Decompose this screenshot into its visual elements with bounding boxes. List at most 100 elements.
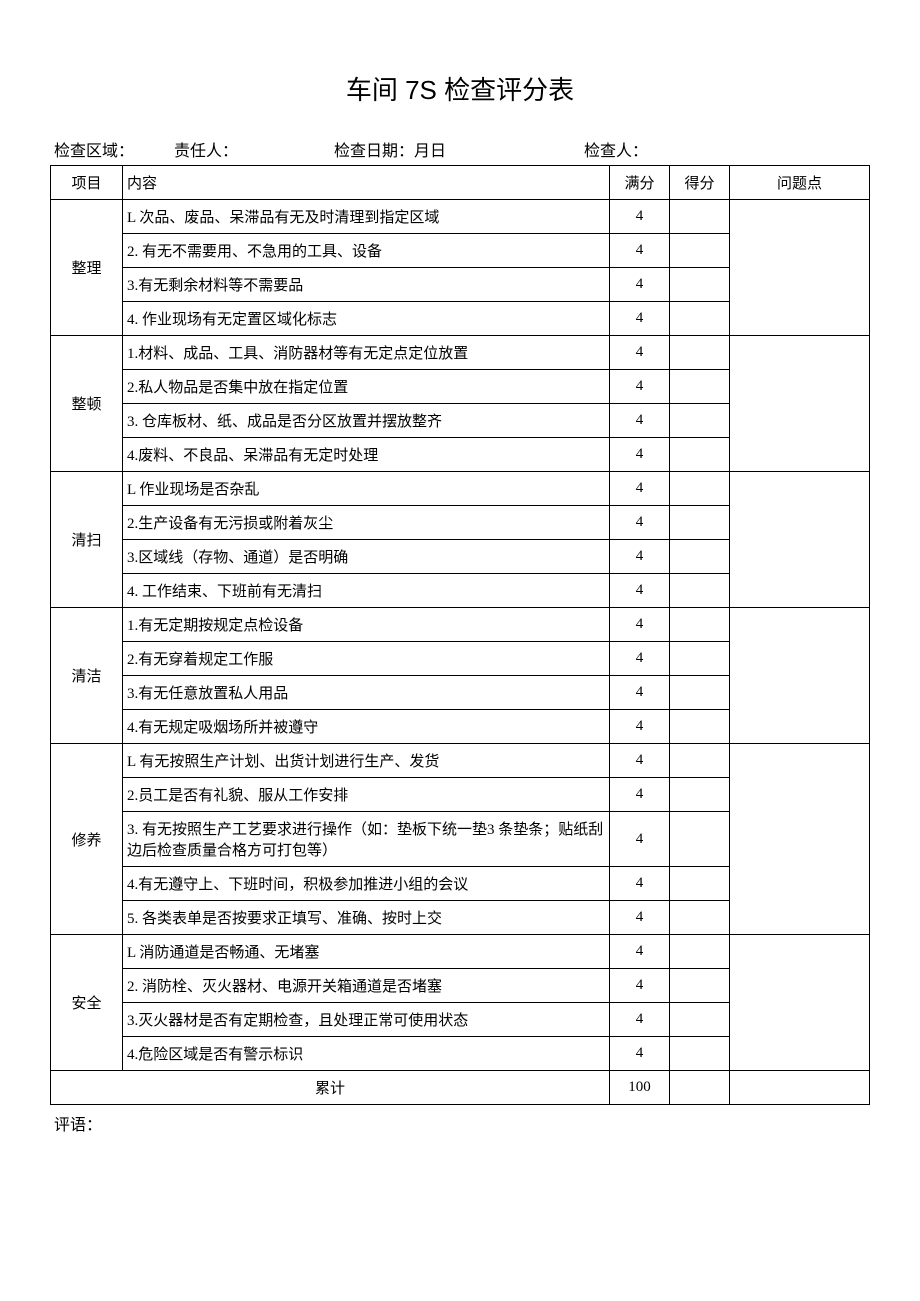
meta-person-label: 责任人：	[174, 137, 334, 161]
page-title: 车间 7S 检查评分表	[50, 70, 870, 107]
score-cell	[670, 744, 730, 778]
full-score-cell: 4	[610, 234, 670, 268]
table-row: 整理L 次品、废品、呆滞品有无及时清理到指定区域4	[51, 200, 870, 234]
content-cell: 2. 消防栓、灭火器材、电源开关箱通道是否堵塞	[123, 969, 610, 1003]
table-row: 安全L 消防通道是否畅通、无堵塞4	[51, 935, 870, 969]
full-score-cell: 4	[610, 901, 670, 935]
issue-cell	[730, 935, 870, 1071]
footer-comment-label: 评语：	[50, 1111, 870, 1135]
issue-cell	[730, 744, 870, 935]
full-score-cell: 4	[610, 336, 670, 370]
content-cell: 4.有无规定吸烟场所并被遵守	[123, 710, 610, 744]
full-score-cell: 4	[610, 778, 670, 812]
content-cell: 4. 工作结束、下班前有无清扫	[123, 574, 610, 608]
full-score-cell: 4	[610, 867, 670, 901]
total-score-cell	[670, 1071, 730, 1105]
content-cell: 3.区域线（存物、通道）是否明确	[123, 540, 610, 574]
table-header-row: 项目 内容 满分 得分 问题点	[51, 166, 870, 200]
category-cell: 整理	[51, 200, 123, 336]
category-cell: 安全	[51, 935, 123, 1071]
content-cell: 4. 作业现场有无定置区域化标志	[123, 302, 610, 336]
full-score-cell: 4	[610, 472, 670, 506]
score-cell	[670, 404, 730, 438]
category-cell: 修养	[51, 744, 123, 935]
score-cell	[670, 710, 730, 744]
score-cell	[670, 867, 730, 901]
content-cell: 1.材料、成品、工具、消防器材等有无定点定位放置	[123, 336, 610, 370]
full-score-cell: 4	[610, 608, 670, 642]
full-score-cell: 4	[610, 676, 670, 710]
full-score-cell: 4	[610, 969, 670, 1003]
score-cell	[670, 336, 730, 370]
content-cell: 2.有无穿着规定工作服	[123, 642, 610, 676]
score-cell	[670, 935, 730, 969]
score-cell	[670, 268, 730, 302]
content-cell: 4.有无遵守上、下班时间，积极参加推进小组的会议	[123, 867, 610, 901]
header-full: 满分	[610, 166, 670, 200]
total-value-cell: 100	[610, 1071, 670, 1105]
table-row: 修养L 有无按照生产计划、出货计划进行生产、发货4	[51, 744, 870, 778]
score-cell	[670, 812, 730, 867]
score-cell	[670, 506, 730, 540]
content-cell: 4.废料、不良品、呆滞品有无定时处理	[123, 438, 610, 472]
table-row: 清扫L 作业现场是否杂乱4	[51, 472, 870, 506]
score-cell	[670, 778, 730, 812]
score-cell	[670, 1003, 730, 1037]
full-score-cell: 4	[610, 1037, 670, 1071]
header-content: 内容	[123, 166, 610, 200]
category-cell: 清洁	[51, 608, 123, 744]
full-score-cell: 4	[610, 812, 670, 867]
category-cell: 整顿	[51, 336, 123, 472]
full-score-cell: 4	[610, 642, 670, 676]
full-score-cell: 4	[610, 935, 670, 969]
content-cell: L 有无按照生产计划、出货计划进行生产、发货	[123, 744, 610, 778]
full-score-cell: 4	[610, 200, 670, 234]
content-cell: 5. 各类表单是否按要求正填写、准确、按时上交	[123, 901, 610, 935]
score-cell	[670, 608, 730, 642]
score-cell	[670, 574, 730, 608]
full-score-cell: 4	[610, 710, 670, 744]
issue-cell	[730, 472, 870, 608]
full-score-cell: 4	[610, 574, 670, 608]
table-row: 整顿1.材料、成品、工具、消防器材等有无定点定位放置4	[51, 336, 870, 370]
issue-cell	[730, 608, 870, 744]
score-cell	[670, 969, 730, 1003]
meta-date-label: 检查日期：月日	[334, 137, 584, 161]
full-score-cell: 4	[610, 370, 670, 404]
full-score-cell: 4	[610, 302, 670, 336]
score-cell	[670, 438, 730, 472]
score-cell	[670, 370, 730, 404]
content-cell: 2. 有无不需要用、不急用的工具、设备	[123, 234, 610, 268]
content-cell: L 消防通道是否畅通、无堵塞	[123, 935, 610, 969]
score-cell	[670, 676, 730, 710]
meta-row: 检查区域： 责任人： 检查日期：月日 检查人：	[50, 137, 870, 161]
full-score-cell: 4	[610, 744, 670, 778]
score-cell	[670, 472, 730, 506]
score-cell	[670, 234, 730, 268]
content-cell: 2.私人物品是否集中放在指定位置	[123, 370, 610, 404]
score-cell	[670, 200, 730, 234]
content-cell: 3. 仓库板材、纸、成品是否分区放置并摆放整齐	[123, 404, 610, 438]
meta-area-label: 检查区域：	[54, 137, 174, 161]
content-cell: 4.危险区域是否有警示标识	[123, 1037, 610, 1071]
table-row: 清洁1.有无定期按规定点检设备4	[51, 608, 870, 642]
total-issue-cell	[730, 1071, 870, 1105]
full-score-cell: 4	[610, 438, 670, 472]
content-cell: 1.有无定期按规定点检设备	[123, 608, 610, 642]
header-score: 得分	[670, 166, 730, 200]
content-cell: L 作业现场是否杂乱	[123, 472, 610, 506]
content-cell: 3. 有无按照生产工艺要求进行操作（如：垫板下统一垫3 条垫条；贴纸刮边后检查质…	[123, 812, 610, 867]
total-row: 累计100	[51, 1071, 870, 1105]
full-score-cell: 4	[610, 404, 670, 438]
content-cell: 2.生产设备有无污损或附着灰尘	[123, 506, 610, 540]
meta-inspector-label: 检查人：	[584, 137, 704, 161]
header-issue: 问题点	[730, 166, 870, 200]
content-cell: 3.灭火器材是否有定期检查，且处理正常可使用状态	[123, 1003, 610, 1037]
category-cell: 清扫	[51, 472, 123, 608]
score-cell	[670, 1037, 730, 1071]
content-cell: 3.有无剩余材料等不需要品	[123, 268, 610, 302]
full-score-cell: 4	[610, 506, 670, 540]
inspection-table: 项目 内容 满分 得分 问题点 整理L 次品、废品、呆滞品有无及时清理到指定区域…	[50, 165, 870, 1105]
score-cell	[670, 302, 730, 336]
full-score-cell: 4	[610, 1003, 670, 1037]
